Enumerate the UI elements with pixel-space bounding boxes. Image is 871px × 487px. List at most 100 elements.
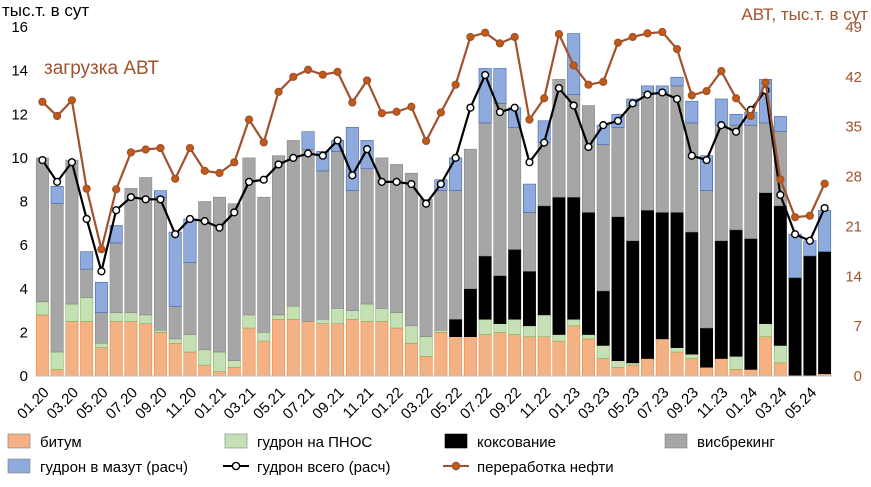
bar-segment-битум-01.20 [35, 314, 49, 377]
point-переработка-нефти-05.22 [451, 80, 460, 89]
bar-segment-гудрон-на-пнос-11.20 [183, 334, 197, 353]
point-гудрон-всего-расч-12.23 [731, 127, 741, 136]
bar-segment-висбрекинг-01.23 [567, 94, 581, 198]
bar-segment-гудрон-на-пнос-08.20 [139, 314, 153, 324]
legend-item-гудрон-всего-расч: гудрон всего (расч) [223, 459, 390, 476]
bar-segment-гудрон-на-пнос-06.20 [109, 312, 123, 322]
bar-segment-гудрон-на-пнос-01.22 [390, 312, 404, 329]
bar-segment-гудрон-на-пнос-09.20 [154, 329, 167, 333]
bar-segment-битум-08.22 [493, 332, 507, 377]
bar-segment-гудрон-на-пнос-09.21 [331, 308, 345, 324]
bar-segment-битум-05.21 [272, 319, 285, 377]
bar-segment-висбрекинг-11.22 [537, 142, 551, 207]
bar-segment-гудрон-в-мазут-расч-04.24 [788, 233, 802, 279]
point-переработка-нефти-06.22 [466, 32, 475, 42]
point-гудрон-всего-расч-01.22 [392, 177, 401, 186]
bar-segment-коксование-12.22 [552, 196, 566, 335]
x-tick-label: 01.21 [191, 384, 230, 423]
bar-segment-битум-04.23 [611, 367, 625, 377]
point-гудрон-всего-расч-09.21 [333, 136, 342, 145]
bar-segment-битум-05.22 [449, 336, 463, 377]
x-tick-label: 01.23 [545, 384, 584, 423]
bar-segment-битум-06.21 [286, 319, 300, 377]
legend-swatch [7, 433, 31, 449]
bar-segment-висбрекинг-12.23 [729, 124, 743, 231]
bar-segment-коксование-04.24 [788, 277, 802, 377]
bar-segment-висбрекинг-08.20 [139, 177, 153, 316]
point-переработка-нефти-01.22 [392, 107, 401, 116]
legend-label: гудрон всего (расч) [257, 459, 390, 476]
point-переработка-нефти-10.21 [348, 98, 357, 107]
bar-segment-битум-06.22 [463, 336, 477, 377]
point-гудрон-всего-расч-12.22 [554, 83, 564, 93]
bar-segment-битум-03.21 [242, 327, 256, 377]
bar-segment-висбрекинг-05.23 [626, 105, 640, 242]
point-гудрон-всего-расч-11.21 [362, 145, 372, 154]
bar-segment-гудрон-в-мазут-расч-10.23 [700, 155, 713, 191]
bar-segment-битум-02.21 [227, 367, 241, 377]
bar-segment-висбрекинг-09.21 [331, 151, 345, 309]
bar-segment-коксование-10.23 [700, 327, 713, 368]
bar-segment-висбрекинг-01.24 [744, 124, 758, 239]
legend-item-висбрекинг: висбрекинг [664, 433, 775, 451]
legend-item-гудрон-на-пнос: гудрон на ПНОС [224, 433, 372, 451]
point-переработка-нефти-12.21 [377, 109, 386, 118]
bar-segment-битум-05.23 [626, 364, 640, 377]
point-переработка-нефти-11.20 [185, 143, 195, 153]
x-tick-label: 11.21 [340, 384, 378, 422]
bar-segment-битум-08.21 [316, 323, 330, 377]
point-переработка-нефти-04.23 [613, 38, 623, 47]
bar-segment-битум-02.23 [582, 338, 595, 377]
point-гудрон-всего-расч-10.21 [348, 171, 357, 180]
bar-segment-коксование-06.23 [641, 209, 654, 359]
point-переработка-нефти-05.20 [97, 245, 106, 254]
point-переработка-нефти-01.20 [38, 97, 47, 106]
point-гудрон-всего-расч-04.24 [790, 230, 800, 239]
bar-segment-гудрон-в-мазут-расч-12.23 [729, 114, 743, 126]
bar-segment-коксование-04.23 [611, 216, 625, 361]
bar-segment-гудрон-на-пнос-02.23 [582, 334, 595, 340]
bar-segment-битум-01.21 [213, 371, 226, 377]
bar-segment-битум-09.23 [685, 358, 699, 377]
point-гудрон-всего-расч-01.21 [215, 223, 224, 232]
bar-segment-битум-10.22 [522, 336, 536, 377]
point-переработка-нефти-06.21 [289, 72, 298, 81]
point-переработка-нефти-05.24 [805, 211, 814, 220]
bar-segment-висбрекинг-02.22 [404, 172, 418, 327]
bar-segment-висбрекинг-10.20 [168, 305, 182, 340]
point-переработка-нефти-06.20 [112, 185, 121, 194]
legend-swatch [224, 433, 248, 449]
y-left-tick-label: 10 [11, 150, 28, 167]
bar-segment-гудрон-в-мазут-расч-11.21 [360, 140, 374, 170]
bar-segment-коксование-09.23 [685, 231, 699, 355]
bar-segment-висбрекинг-02.20 [50, 203, 64, 353]
right-axis-label: АВТ, тыс.т. в сут [741, 5, 868, 24]
point-гудрон-всего-расч-06.23 [643, 90, 652, 99]
avt-load-annotation: загрузка АВТ [44, 58, 159, 79]
bar-segment-гудрон-на-пнос-03.20 [65, 303, 79, 322]
bar-segment-битум-06.20 [109, 321, 123, 377]
point-переработка-нефти-11.22 [540, 94, 549, 103]
point-переработка-нефти-09.20 [156, 143, 165, 153]
bar-segment-коксование-02.23 [582, 212, 595, 335]
point-переработка-нефти-02.24 [761, 78, 770, 87]
point-переработка-нефти-07.20 [126, 148, 136, 157]
bar-segment-битум-02.22 [404, 343, 418, 377]
bar-segment-битум-07.20 [124, 321, 138, 377]
bar-segment-коксование-06.22 [463, 288, 477, 337]
bar-segment-висбрекинг-01.22 [390, 164, 404, 313]
bar-segment-гудрон-на-пнос-10.21 [345, 310, 359, 320]
point-гудрон-всего-расч-03.21 [244, 177, 254, 186]
y-left-tick-label: 0 [20, 368, 28, 385]
x-tick-label: 03.21 [221, 384, 260, 423]
bar-segment-битум-07.21 [301, 321, 315, 377]
y-right-tick-label: 35 [845, 119, 862, 136]
bar-segment-висбрекинг-02.24 [759, 122, 773, 194]
point-переработка-нефти-08.21 [318, 70, 327, 79]
point-переработка-нефти-01.23 [569, 61, 578, 70]
y-left-tick-label: 8 [20, 194, 28, 211]
x-tick-label: 05.22 [427, 384, 466, 423]
bar-segment-битум-09.21 [331, 323, 345, 377]
bar-segment-висбрекинг-06.23 [641, 92, 654, 211]
